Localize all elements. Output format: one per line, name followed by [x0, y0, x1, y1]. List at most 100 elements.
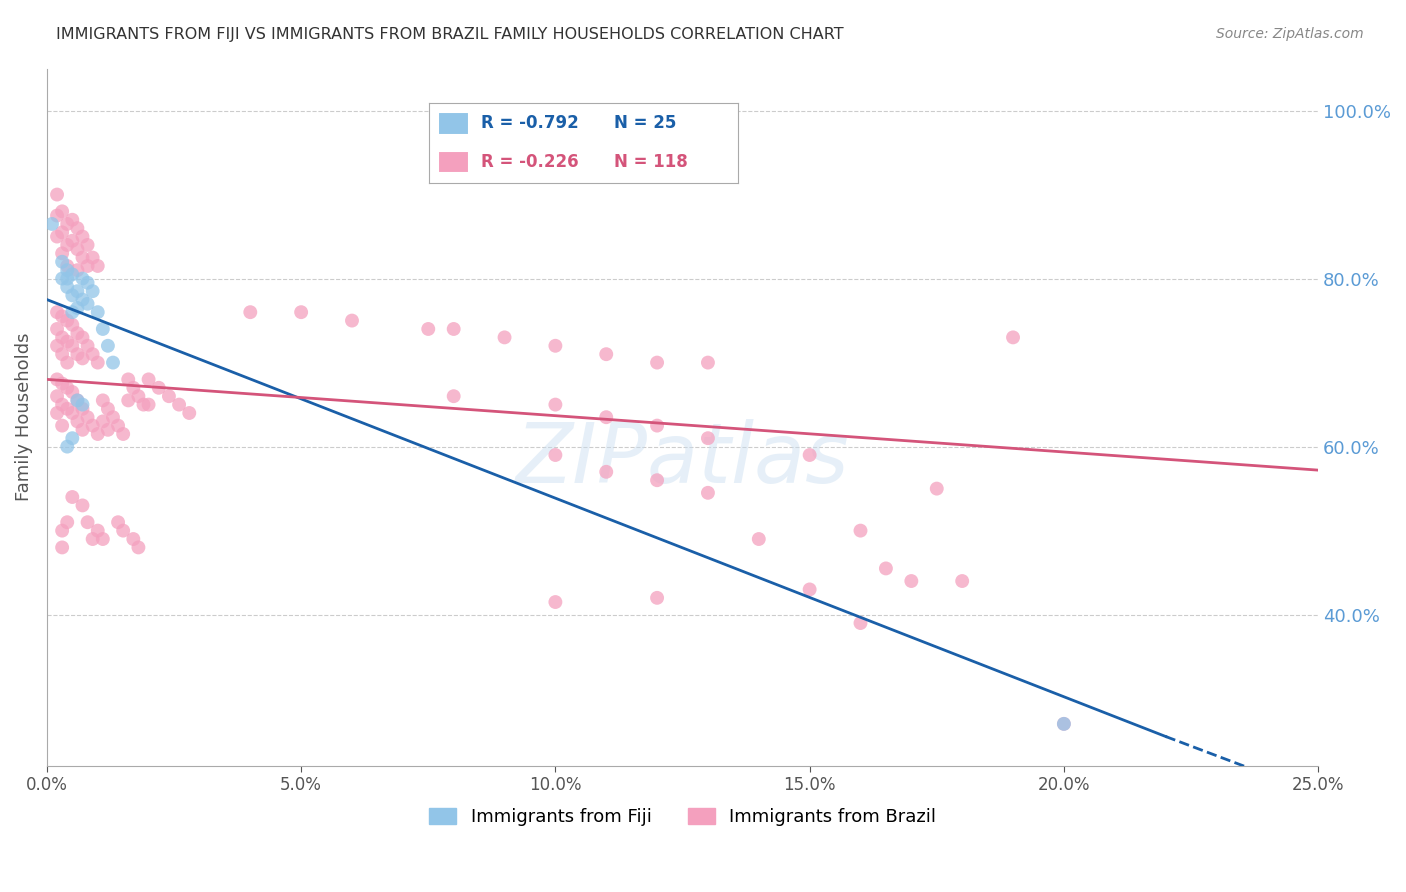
Point: [595, 347, 617, 361]
Point: [82, 284, 104, 298]
Point: [66, 326, 89, 341]
Point: [645, 473, 668, 487]
Point: [76, 259, 98, 273]
Point: [544, 448, 567, 462]
Point: [117, 372, 139, 386]
Point: [87, 355, 110, 369]
Point: [76, 238, 98, 252]
Text: N = 118: N = 118: [614, 153, 688, 171]
Point: [799, 582, 821, 597]
Point: [51, 376, 73, 391]
Point: [925, 482, 948, 496]
Point: [56, 259, 79, 273]
Point: [112, 524, 135, 538]
Legend: Immigrants from Fiji, Immigrants from Brazil: Immigrants from Fiji, Immigrants from Br…: [422, 801, 943, 833]
Point: [239, 305, 262, 319]
Point: [1053, 717, 1076, 731]
Point: [56, 271, 79, 285]
Text: R = -0.792: R = -0.792: [481, 114, 579, 132]
Text: ZIPatlas: ZIPatlas: [516, 418, 849, 500]
Point: [107, 418, 129, 433]
Point: [46, 187, 69, 202]
Point: [60, 339, 83, 353]
Point: [46, 389, 69, 403]
Point: [56, 217, 79, 231]
Point: [72, 398, 94, 412]
Point: [132, 398, 155, 412]
Point: [82, 347, 104, 361]
Text: IMMIGRANTS FROM FIJI VS IMMIGRANTS FROM BRAZIL FAMILY HOUSEHOLDS CORRELATION CHA: IMMIGRANTS FROM FIJI VS IMMIGRANTS FROM …: [56, 27, 844, 42]
Point: [51, 204, 73, 219]
Point: [91, 414, 114, 428]
Point: [46, 322, 69, 336]
Point: [107, 515, 129, 529]
Point: [595, 410, 617, 425]
Point: [60, 288, 83, 302]
Point: [41, 217, 63, 231]
Point: [595, 465, 617, 479]
Point: [87, 259, 110, 273]
Point: [51, 310, 73, 324]
Point: [697, 431, 720, 445]
Point: [66, 301, 89, 315]
Point: [51, 246, 73, 260]
Point: [748, 532, 770, 546]
Point: [56, 238, 79, 252]
FancyBboxPatch shape: [439, 151, 470, 173]
Point: [46, 406, 69, 420]
Point: [875, 561, 897, 575]
Point: [494, 330, 516, 344]
Point: [72, 351, 94, 366]
Text: Source: ZipAtlas.com: Source: ZipAtlas.com: [1216, 27, 1364, 41]
Text: N = 25: N = 25: [614, 114, 676, 132]
Point: [51, 398, 73, 412]
Point: [112, 427, 135, 442]
Point: [82, 418, 104, 433]
Point: [72, 401, 94, 416]
Point: [82, 251, 104, 265]
Point: [46, 209, 69, 223]
Point: [72, 271, 94, 285]
Point: [56, 515, 79, 529]
Point: [46, 372, 69, 386]
Point: [56, 280, 79, 294]
Point: [66, 221, 89, 235]
Point: [849, 615, 872, 630]
Point: [66, 393, 89, 408]
Point: [138, 372, 160, 386]
Point: [91, 393, 114, 408]
Point: [66, 393, 89, 408]
Point: [340, 313, 363, 327]
Point: [72, 499, 94, 513]
Point: [56, 381, 79, 395]
Point: [117, 393, 139, 408]
Point: [76, 276, 98, 290]
Point: [157, 389, 180, 403]
Point: [290, 305, 312, 319]
Point: [66, 263, 89, 277]
Point: [645, 418, 668, 433]
Point: [51, 271, 73, 285]
Point: [72, 229, 94, 244]
Point: [46, 229, 69, 244]
Point: [544, 339, 567, 353]
Point: [697, 355, 720, 369]
Point: [87, 427, 110, 442]
Point: [122, 381, 145, 395]
Point: [56, 355, 79, 369]
Point: [799, 448, 821, 462]
Point: [51, 225, 73, 239]
Point: [645, 355, 668, 369]
Point: [66, 242, 89, 256]
Point: [645, 591, 668, 605]
Point: [1053, 717, 1076, 731]
Point: [56, 313, 79, 327]
Point: [443, 322, 465, 336]
Point: [849, 524, 872, 538]
Point: [101, 410, 124, 425]
Point: [56, 440, 79, 454]
Point: [138, 398, 160, 412]
Point: [1002, 330, 1025, 344]
Point: [72, 423, 94, 437]
Point: [72, 293, 94, 307]
